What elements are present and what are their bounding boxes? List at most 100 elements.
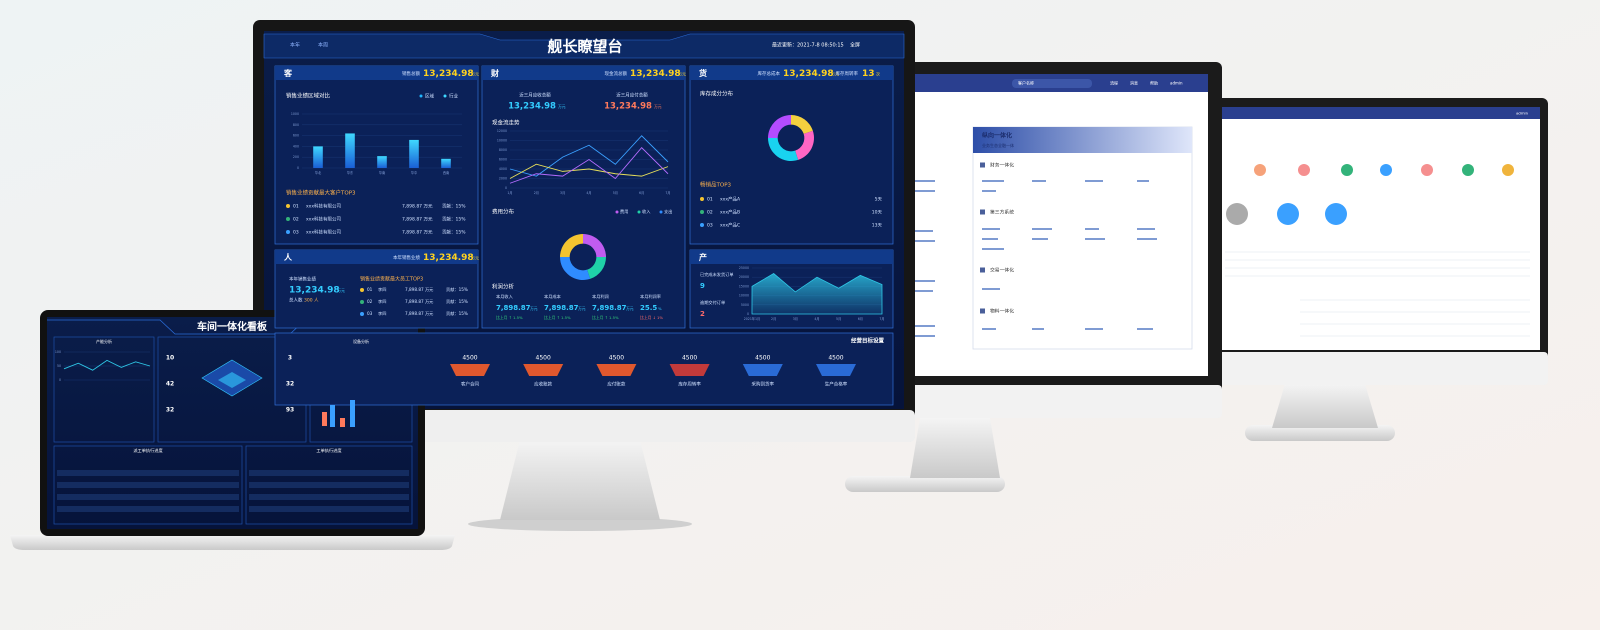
text-label: 本年销售业绩 [289, 276, 316, 283]
search-placeholder: 客户名称 [1018, 80, 1034, 86]
kpi-value: 13,234.98 [423, 69, 474, 79]
text-label: 01 [707, 197, 713, 203]
y-tick-label: 12000 [497, 129, 507, 133]
link-lines [915, 180, 1157, 337]
update-time: 最近更新：2021-7-8 08:50:15 [772, 42, 844, 49]
y-tick-label: 2000 [499, 177, 507, 181]
text-label: 本月收入 [496, 293, 514, 300]
panel-label: 人 [284, 252, 293, 262]
stand-base [1245, 425, 1395, 441]
goal-value: 4500 [536, 355, 551, 362]
nav-item[interactable]: 流程 [1110, 80, 1118, 86]
table-lines [1225, 251, 1530, 337]
card [972, 126, 1193, 350]
goal-value: 4500 [682, 355, 697, 362]
text-label: xxx产品B [720, 209, 740, 216]
panel-header [275, 66, 478, 80]
donut-slice [768, 115, 791, 138]
donut-slice [795, 130, 814, 160]
text-label: 7,898.87 万元 [405, 311, 433, 317]
legend-entry: 支出 [664, 208, 672, 215]
nav-item[interactable]: 消息 [1130, 80, 1138, 86]
panel-label: 财 [490, 68, 499, 78]
goal-value: 4500 [755, 355, 770, 362]
text-label: 李四 [378, 298, 386, 304]
goal-pedestal [523, 364, 564, 376]
kpi-value: 13,234.98 [423, 253, 474, 263]
legend-swatch [419, 94, 423, 98]
search-box[interactable] [1012, 79, 1092, 88]
rank-badge [360, 288, 364, 292]
donut-slice [560, 234, 583, 257]
laptop-iso-graphic [201, 359, 263, 397]
text-label: 万元 [558, 104, 566, 109]
kpi-value: 13,234.98 [630, 69, 681, 79]
kpi-value: 13 [862, 69, 875, 79]
panel-header [690, 250, 893, 264]
goal-value: 4500 [462, 355, 477, 362]
x-tick-label: 4月 [814, 317, 819, 321]
text-label: % [658, 306, 662, 311]
card-title: 纵向一体化 [982, 132, 1012, 140]
bar [345, 133, 355, 168]
text-label: 贡献：15% [446, 298, 468, 305]
goal-value: 4500 [828, 355, 843, 362]
text-label: 万元 [654, 104, 662, 109]
kpi-label: 现金流总额 [605, 70, 628, 77]
y-tick-label: 0 [59, 378, 61, 382]
y-tick-label: 800 [293, 123, 299, 127]
donut-slice [768, 138, 799, 161]
text-label: 总人数 [289, 297, 303, 304]
goal-label: 应付账款 [607, 381, 625, 388]
goal-pedestal [596, 364, 637, 376]
text-label: 近三月应付总额 [616, 92, 648, 99]
fullscreen-button[interactable]: 全屏 [850, 42, 860, 49]
y-tick-label: 10000 [739, 294, 749, 298]
x-tick-label: 6月 [858, 317, 863, 321]
rank-badge [700, 223, 704, 227]
kpi-unit: 万元 [471, 256, 479, 261]
kpi-unit: 次 [876, 71, 880, 77]
kpi-value: 13,234.98 [604, 102, 652, 112]
text-label: 03 [707, 223, 713, 229]
stand-base [845, 476, 1005, 492]
panel [481, 65, 686, 329]
text-label: 7,898.87 万元 [405, 287, 433, 293]
goal-label: 客户合同 [461, 381, 479, 388]
chart-title: 库存成分分布 [700, 90, 734, 98]
text-label: 万元 [578, 306, 586, 311]
legend-entry: 区域 [425, 93, 434, 100]
x-tick-label: 1月 [507, 191, 512, 195]
kpi-label: 库存周转率 [836, 70, 859, 77]
text-label: xxx科技有限公司 [306, 216, 341, 223]
text-label: 万元 [530, 306, 538, 311]
nav-item[interactable]: 帮助 [1150, 80, 1158, 86]
text-label: 万元 [626, 306, 634, 311]
list-title: 畅销品TOP3 [700, 181, 732, 189]
nav-item[interactable]: admin [1170, 81, 1183, 86]
rank-badge [360, 300, 364, 304]
status-circles [1226, 203, 1347, 225]
table-title: 派工单执行进度 [133, 447, 163, 454]
stand-neck [500, 440, 660, 520]
kpi-value: 2 [700, 310, 705, 318]
x-tick-label: 4月 [586, 191, 591, 195]
stat-value: 10 [166, 355, 174, 362]
y-tick-label: 600 [293, 134, 299, 138]
text-label: xxx科技有限公司 [306, 203, 341, 210]
text-label: 13天 [872, 223, 883, 229]
rank-badge [700, 197, 704, 201]
text-label: 02 [707, 210, 713, 216]
y-tick-label: 400 [293, 144, 299, 148]
text-label: xxx科技有限公司 [306, 229, 341, 236]
monitor-2 [845, 62, 1222, 492]
user-name: admin [1516, 111, 1528, 116]
kpi-value: 7,898.87 [544, 304, 579, 312]
chart-title: 销售业绩区域对比 [286, 92, 331, 100]
y-tick-label: 10000 [497, 139, 507, 143]
goal-value: 4500 [609, 355, 624, 362]
stat-value: 3 [288, 355, 292, 362]
stand-base [468, 517, 692, 531]
text-label: 7,898.87 万元 [402, 230, 433, 236]
